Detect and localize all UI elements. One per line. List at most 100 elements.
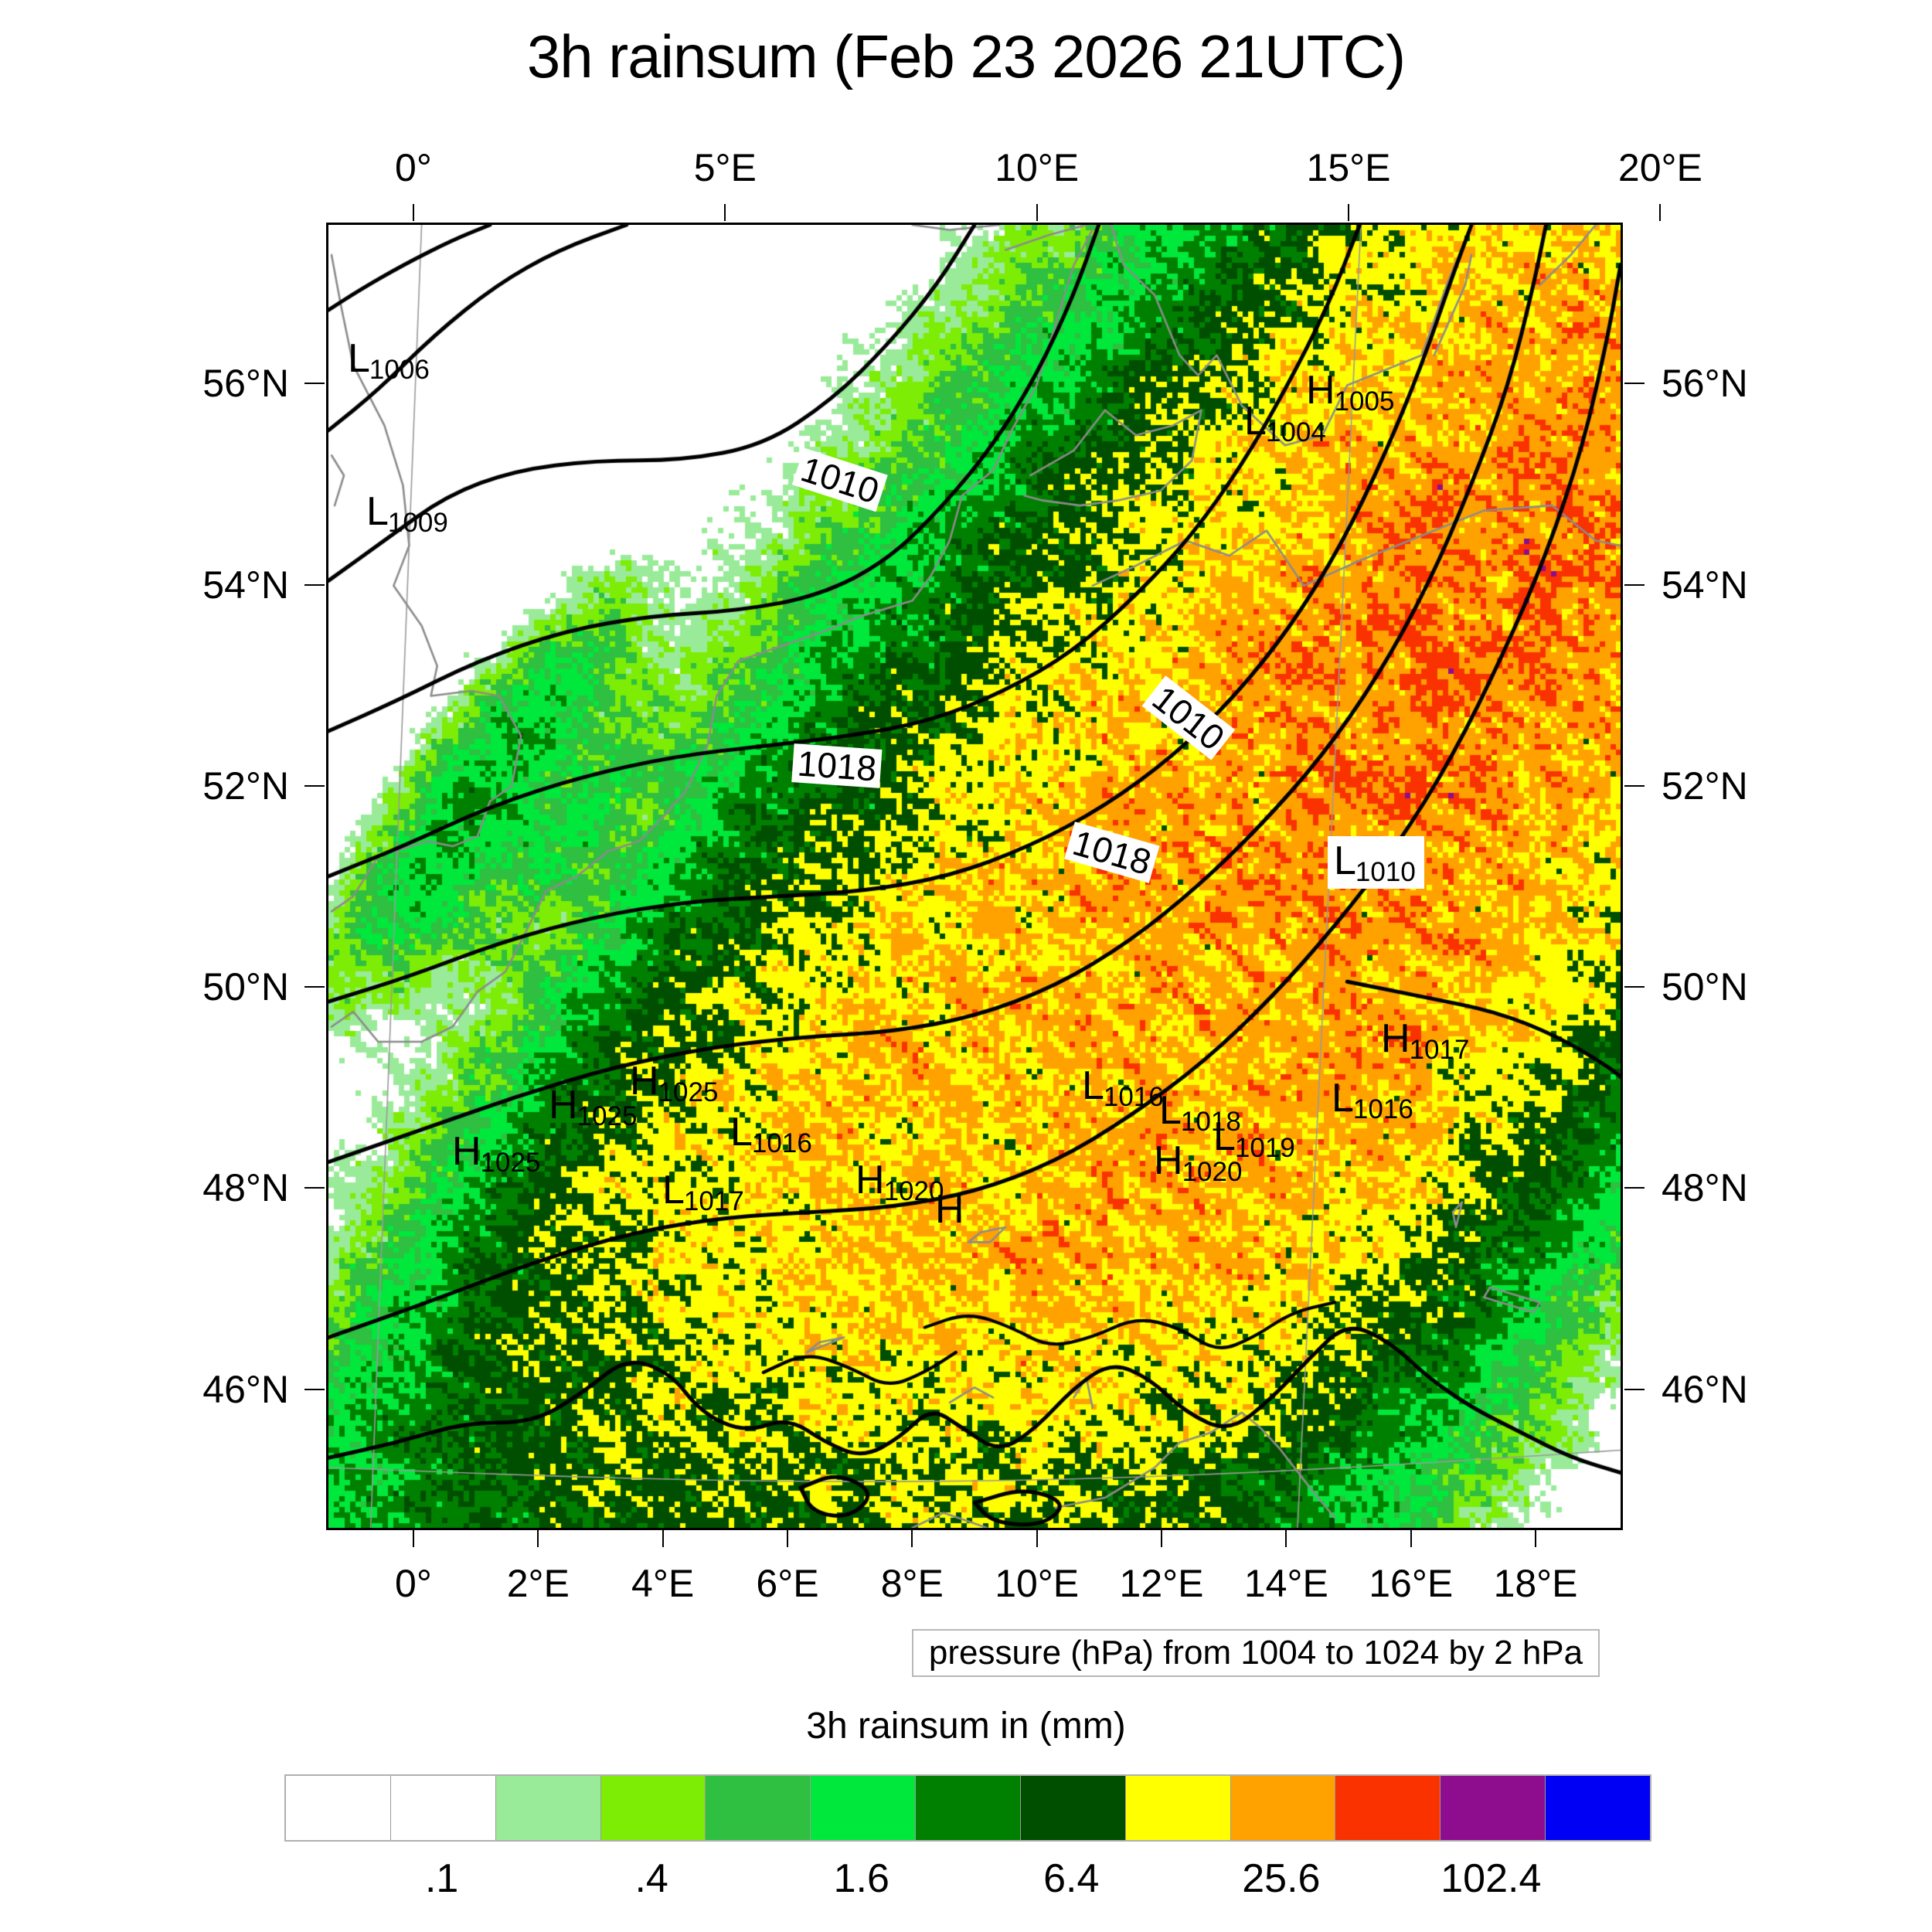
colorbar-tick-4: 25.6 [1242,1856,1321,1901]
colorbar-tick-1: .4 [634,1856,668,1901]
colorbar-tick-2: 1.6 [833,1856,889,1901]
tick-lat-left-0 [304,383,325,385]
tick-lon-bottom-6 [1161,1530,1163,1547]
pressure-legend-text: pressure (hPa) from 1004 to 1024 by 2 hP… [928,1634,1583,1672]
colorbar-cell-1[interactable] [390,1776,496,1840]
colorbar-cell-9[interactable] [1230,1776,1336,1840]
colorbar-cell-5[interactable] [811,1776,917,1840]
low-1016-south: L1016 [730,1112,813,1157]
axis-label-lon-bottom-2: 4°E [631,1562,695,1605]
high-1017-letter: H [1381,1016,1410,1061]
high-1025-alps-letter: H [630,1059,659,1104]
high-1005-value: 1005 [1334,386,1395,417]
high-1025-mid-value: 1025 [577,1101,638,1131]
colorbar-cell-4[interactable] [706,1776,811,1840]
low-1016-east-letter: L [1332,1076,1354,1121]
low-1004-value: 1004 [1265,417,1326,447]
colorbar-cell-0[interactable] [286,1776,391,1840]
low-1016-south-value: 1016 [751,1128,812,1158]
high-1020-south-value: 1020 [883,1176,944,1206]
colorbar-cell-7[interactable] [1020,1776,1126,1840]
page-title: 3h rainsum (Feb 23 2026 21UTC) [526,22,1406,90]
tick-lon-bottom-4 [911,1530,913,1547]
colorbar-cell-11[interactable] [1440,1776,1546,1840]
tick-lat-left-1 [304,583,325,586]
low-1018-letter: L [1159,1088,1182,1133]
axis-label-lat-right-0: 56°N [1662,362,1748,406]
tick-lon-bottom-8 [1410,1530,1412,1547]
high-bottom-edge-letter: H [935,1187,964,1232]
weather-map[interactable]: 1010 1010 1018 1018 L1006 L1009 L1004 H1005 L101… [326,223,1623,1530]
high-1020-south-letter: H [855,1158,885,1202]
low-1018: L1018 [1159,1088,1242,1135]
high-1025-mid-letter: H [549,1083,578,1128]
axis-label-lat-right-3: 50°N [1662,965,1748,1009]
high-1020-se-letter: H [1154,1138,1183,1183]
tick-lat-left-2 [304,784,325,787]
tick-lon-bottom-5 [1036,1530,1038,1547]
colorbar[interactable] [284,1774,1651,1842]
tick-lat-right-0 [1624,383,1645,385]
high-1025-mid: H1025 [549,1083,638,1130]
low-1009-value: 1009 [387,508,448,538]
low-1019-letter: L [1213,1114,1236,1159]
axis-label-lon-bottom-4: 8°E [880,1562,944,1605]
high-1025-west-letter: H [452,1129,481,1174]
high-bottom-edge: H [935,1189,964,1230]
axis-label-lat-left-2: 52°N [202,764,289,808]
axis-label-lon-bottom-0: 0° [395,1562,432,1605]
colorbar-tick-0: .1 [424,1856,459,1901]
map-canvas[interactable] [328,225,1621,1528]
axis-label-lat-left-5: 46°N [202,1367,289,1411]
tick-lon-top-3 [1348,204,1350,221]
high-1020-south: H1020 [855,1158,944,1205]
low-1006-letter: L [348,336,370,381]
low-1009: L1009 [366,489,449,536]
tick-lon-top-2 [1036,204,1038,221]
tick-lat-right-5 [1624,1388,1645,1390]
tick-lat-left-4 [304,1187,325,1189]
colorbar-cell-2[interactable] [495,1776,601,1840]
high-1017: H1017 [1381,1016,1470,1063]
colorbar-cell-8[interactable] [1125,1776,1231,1840]
axis-label-lat-left-4: 48°N [202,1166,289,1210]
high-1025-west-value: 1025 [480,1148,541,1178]
axis-label-lon-bottom-8: 16°E [1369,1562,1454,1605]
tick-lat-right-4 [1624,1187,1645,1189]
tick-lon-bottom-2 [662,1530,664,1547]
high-1020-se-value: 1020 [1182,1157,1243,1187]
low-1006-value: 1006 [369,355,430,385]
low-1019-value: 1019 [1234,1133,1295,1163]
axis-label-lat-left-1: 54°N [202,563,289,607]
axis-label-lon-bottom-6: 12°E [1119,1562,1204,1605]
low-1016-alps: L1016 [1082,1063,1165,1111]
high-1005: H1005 [1306,370,1395,415]
tick-lon-bottom-0 [412,1530,414,1547]
colorbar-cell-6[interactable] [916,1776,1021,1840]
axis-label-lon-bottom-1: 2°E [506,1562,570,1605]
axis-label-lon-bottom-7: 14°E [1243,1562,1328,1605]
colorbar-tick-3: 6.4 [1043,1856,1100,1901]
colorbar-cell-3[interactable] [600,1776,706,1840]
low-1009-letter: L [366,489,389,534]
low-1017-south-value: 1017 [683,1186,744,1216]
tick-lat-right-1 [1624,583,1645,586]
axis-label-lat-right-5: 46°N [1662,1367,1748,1411]
low-1016-alps-value: 1016 [1103,1082,1164,1112]
tick-lon-bottom-3 [786,1530,788,1547]
low-1016-alps-letter: L [1082,1063,1104,1108]
high-1020-se: H1020 [1154,1138,1243,1185]
colorbar-cell-10[interactable] [1335,1776,1441,1840]
tick-lon-bottom-1 [537,1530,539,1547]
colorbar-cell-12[interactable] [1546,1776,1650,1840]
tick-lon-top-1 [724,204,726,221]
colorbar-title: 3h rainsum in (mm) [806,1706,1126,1747]
tick-lon-top-4 [1659,204,1662,221]
axis-label-lat-right-1: 54°N [1662,563,1748,607]
low-1010-letter: L [1334,838,1356,883]
high-1025-west: H1025 [452,1129,541,1176]
low-1016-east-value: 1016 [1352,1094,1413,1124]
high-1025-alps-value: 1025 [658,1077,719,1107]
tick-lat-left-3 [304,986,325,988]
axis-label-lon-top-2: 10°E [995,146,1080,189]
